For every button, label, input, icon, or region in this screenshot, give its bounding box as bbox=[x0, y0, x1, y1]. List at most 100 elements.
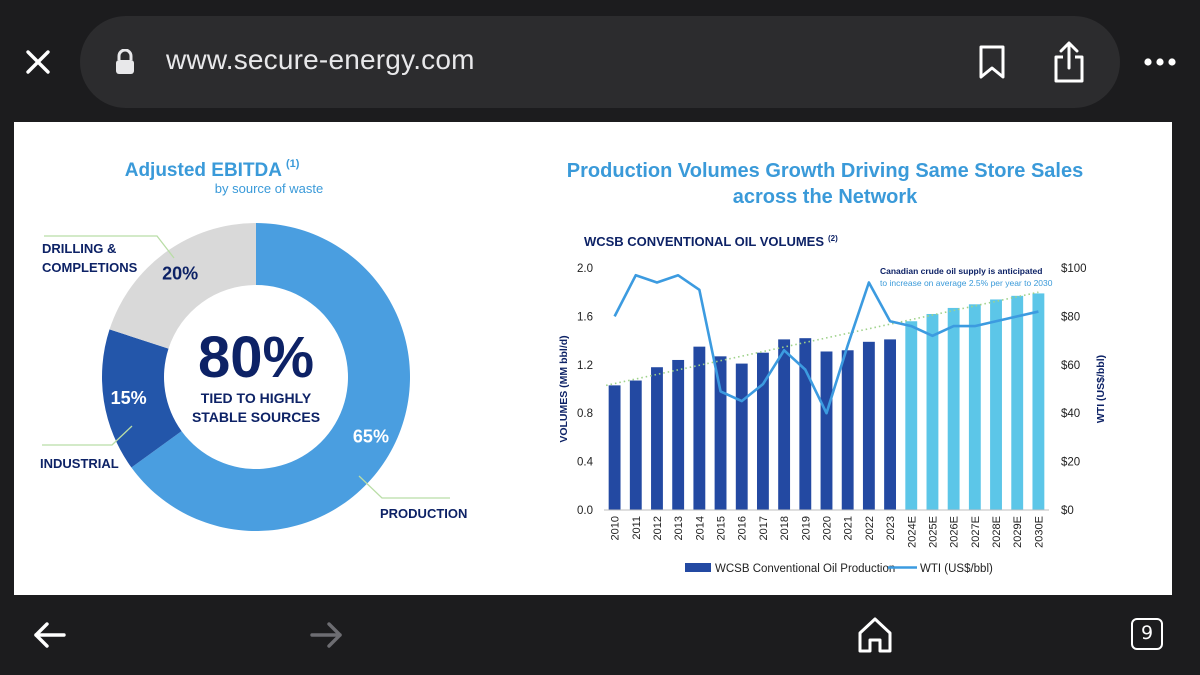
production-title-line2: across the Network bbox=[733, 186, 918, 208]
donut-slice-drilling bbox=[109, 223, 257, 349]
y2-tick-label: $80 bbox=[1061, 311, 1080, 323]
x-tick-label: 2015 bbox=[716, 516, 728, 540]
donut-chart: 65% 15% 20% bbox=[101, 223, 411, 531]
bar-2017 bbox=[756, 352, 769, 510]
x-tick-label: 2022 bbox=[864, 516, 876, 540]
x-tick-label: 2014 bbox=[694, 516, 706, 540]
wcsb-oil-volumes-chart: 0.0 0.4 0.8 1.2 1.6 2.0 $0 $20 $40 $60 $80 $100 VOLU… bbox=[558, 263, 1107, 575]
y-tick-label: 0.4 bbox=[577, 457, 594, 469]
donut-value-label-industrial: 15% bbox=[111, 388, 147, 408]
bar-2020 bbox=[820, 351, 833, 510]
y-tick-label: 1.6 bbox=[577, 311, 593, 323]
bar-2014 bbox=[693, 346, 706, 510]
close-icon[interactable] bbox=[18, 42, 58, 82]
production-panel: Production Volumes Growth Driving Same S… bbox=[558, 160, 1107, 575]
bar-2025E bbox=[926, 313, 939, 510]
forward-arrow-icon[interactable] bbox=[306, 617, 346, 653]
label-production: PRODUCTION bbox=[380, 506, 467, 521]
x-tick-label: 2026E bbox=[949, 516, 961, 548]
x-tick-label: 2012 bbox=[652, 516, 664, 540]
donut-title: Adjusted EBITDA bbox=[125, 160, 283, 181]
browser-bottom-bar bbox=[0, 595, 1200, 675]
home-icon[interactable] bbox=[856, 615, 894, 655]
label-drilling-2: COMPLETIONS bbox=[42, 260, 138, 275]
bookmark-icon[interactable] bbox=[976, 44, 1008, 80]
y2-tick-label: $100 bbox=[1061, 263, 1087, 275]
x-tick-label: 2029E bbox=[1012, 516, 1024, 548]
back-arrow-icon[interactable] bbox=[30, 617, 70, 653]
legend-swatch-production bbox=[685, 563, 711, 572]
lock-icon bbox=[114, 48, 136, 75]
y2-axis-title: WTI (US$/bbl) bbox=[1095, 355, 1107, 423]
x-tick-label: 2016 bbox=[737, 516, 749, 540]
bar-2026E bbox=[947, 307, 960, 510]
leader-line-drilling bbox=[44, 235, 175, 259]
y2-tick-label: $20 bbox=[1061, 457, 1080, 469]
legend-label-production: WCSB Conventional Oil Production bbox=[715, 563, 895, 575]
x-tick-label: 2020 bbox=[822, 516, 834, 540]
production-title-line1: Production Volumes Growth Driving Same S… bbox=[567, 160, 1083, 182]
chart-annotation-line1: Canadian crude oil supply is anticipated bbox=[880, 266, 1042, 276]
bar-2013 bbox=[672, 359, 685, 510]
bar-2029E bbox=[1011, 295, 1024, 510]
bar-2024E bbox=[905, 321, 918, 510]
donut-subtitle: by source of waste bbox=[215, 181, 323, 196]
donut-title-note: (1) bbox=[286, 158, 300, 170]
donut-value-label-drilling: 20% bbox=[162, 264, 198, 284]
bar-2011 bbox=[629, 380, 642, 510]
page-content: Adjusted EBITDA (1) by source of waste 6… bbox=[14, 122, 1172, 595]
url-text[interactable]: www.secure-energy.com bbox=[166, 44, 475, 75]
donut-slice-production bbox=[131, 223, 411, 531]
browser-top-bar: www.secure-energy.com bbox=[0, 0, 1200, 122]
donut-center-line2: STABLE SOURCES bbox=[192, 409, 320, 425]
donut-slice-industrial bbox=[101, 329, 182, 468]
x-tick-label: 2027E bbox=[970, 516, 982, 548]
y2-tick-label: $60 bbox=[1061, 360, 1080, 372]
leader-line-industrial bbox=[42, 425, 133, 446]
bar-2030E bbox=[1032, 293, 1045, 510]
more-icon[interactable] bbox=[1140, 50, 1180, 74]
x-tick-label: 2019 bbox=[800, 516, 812, 540]
chart-annotation-line2: to increase on average 2.5% per year to … bbox=[880, 278, 1053, 288]
x-tick-label: 2010 bbox=[610, 516, 622, 540]
x-tick-label: 2030E bbox=[1033, 516, 1045, 548]
leader-line-production bbox=[358, 475, 450, 499]
label-industrial: INDUSTRIAL bbox=[40, 456, 119, 471]
bar-2012 bbox=[651, 367, 663, 510]
slide-image: Adjusted EBITDA (1) by source of waste 6… bbox=[40, 158, 1107, 575]
bar-2028E bbox=[990, 299, 1002, 510]
x-tick-label: 2013 bbox=[673, 516, 685, 540]
donut-value-label-production: 65% bbox=[353, 427, 389, 447]
y-tick-label: 0.0 bbox=[577, 505, 593, 517]
bar-2022 bbox=[862, 341, 875, 510]
legend-label-wti: WTI (US$/bbl) bbox=[920, 563, 993, 575]
share-icon[interactable] bbox=[1052, 40, 1086, 84]
donut-center-line1: TIED TO HIGHLY bbox=[201, 390, 312, 406]
x-tick-label: 2017 bbox=[758, 516, 770, 540]
wti-line bbox=[613, 273, 1039, 415]
ebitda-panel: Adjusted EBITDA (1) by source of waste 6… bbox=[40, 158, 467, 531]
bar-2019 bbox=[799, 338, 812, 510]
donut-center-value: 80% bbox=[198, 325, 314, 390]
x-tick-label: 2021 bbox=[843, 516, 855, 540]
y-axis-title: VOLUMES (MM bbl/d) bbox=[558, 335, 570, 442]
bar-2015 bbox=[714, 356, 727, 510]
bar-2010 bbox=[608, 385, 621, 510]
y2-tick-label: $40 bbox=[1061, 408, 1080, 420]
address-bar[interactable]: www.secure-energy.com bbox=[80, 16, 1120, 108]
trend-line bbox=[605, 291, 1039, 387]
y-tick-label: 0.8 bbox=[577, 408, 593, 420]
tabs-icon[interactable]: 9 bbox=[1131, 618, 1163, 650]
bar-2016 bbox=[735, 363, 748, 510]
x-tick-label: 2028E bbox=[991, 516, 1003, 548]
bar-2021 bbox=[841, 350, 854, 510]
bar-2018 bbox=[778, 339, 791, 510]
bar-2027E bbox=[968, 304, 981, 510]
y-tick-label: 1.2 bbox=[577, 360, 593, 372]
bar-2023 bbox=[884, 339, 897, 510]
x-tick-label: 2011 bbox=[631, 516, 643, 540]
y-tick-label: 2.0 bbox=[577, 263, 593, 275]
chart-title-note: (2) bbox=[828, 234, 838, 243]
x-tick-label: 2018 bbox=[779, 516, 791, 540]
chart-title: WCSB CONVENTIONAL OIL VOLUMES bbox=[584, 234, 824, 249]
